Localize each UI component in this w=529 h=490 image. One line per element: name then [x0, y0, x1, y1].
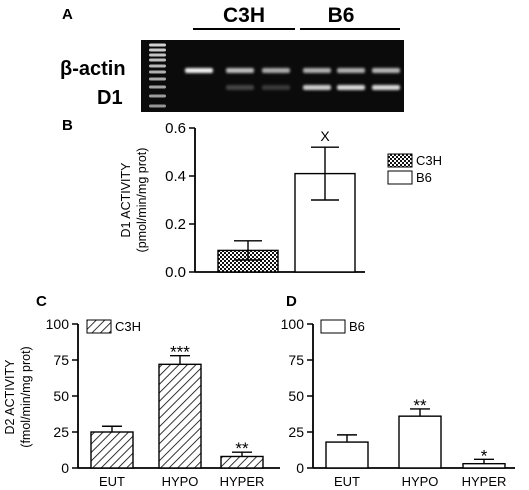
- ladder-band: [149, 48, 166, 52]
- significance-label: *: [481, 446, 488, 465]
- ylabel-c-line2: (fmol/min/mg prot): [19, 346, 33, 447]
- beta-actin-band: [262, 68, 290, 73]
- legend-b-label-b6: B6: [416, 170, 432, 185]
- beta-actin-band: [226, 68, 254, 73]
- d1-band: [262, 85, 290, 90]
- y-tick-label: 50: [288, 388, 304, 404]
- ladder-band: [149, 64, 166, 68]
- y-tick-label: 0.6: [165, 120, 186, 137]
- d1-band: [226, 85, 254, 90]
- ylabel-b-line2: (pmol/min/mg prot): [135, 148, 149, 253]
- bar: [398, 415, 442, 469]
- panel-letter-a: A: [62, 6, 73, 23]
- ladder-band: [149, 58, 166, 62]
- beta-actin-band: [303, 68, 331, 73]
- y-tick-label: 25: [288, 424, 304, 440]
- x-tick-label: HYPO: [402, 474, 439, 489]
- ladder-band: [149, 53, 166, 57]
- y-tick-label: 0: [296, 460, 304, 476]
- y-tick-label: 0.2: [165, 216, 186, 233]
- panel-letter-c: C: [36, 293, 47, 310]
- significance-label: **: [413, 396, 427, 415]
- y-tick-label: 75: [53, 352, 69, 368]
- d1-band: [337, 85, 365, 90]
- bar: [325, 441, 369, 469]
- x-tick-label: HYPER: [462, 474, 507, 489]
- row-label-d1: D1: [97, 87, 123, 109]
- y-tick-label: 0.0: [165, 264, 186, 281]
- panel-letter-d: D: [286, 293, 297, 310]
- ladder-band: [149, 94, 166, 98]
- group-label-b6: B6: [328, 4, 355, 27]
- gel-panel: A C3H B6 β-actin D1: [60, 4, 404, 112]
- significance-label: **: [235, 439, 249, 458]
- chart-c: C D2 ACTIVITY (fmol/min/mg prot) C3H 0 25…: [3, 293, 280, 489]
- legend-c: C3H: [86, 319, 141, 334]
- row-label-beta-actin: β-actin: [60, 58, 126, 80]
- ladder-band: [149, 85, 166, 89]
- y-tick-label: 0: [61, 460, 69, 476]
- legend-d-swatch: [320, 319, 346, 334]
- gel-image: [141, 40, 404, 112]
- x-tick-label: HYPO: [162, 474, 199, 489]
- legend-c-swatch: [86, 319, 112, 334]
- beta-actin-band: [185, 68, 213, 73]
- y-tick-label: 25: [53, 424, 69, 440]
- panel-letter-b: B: [62, 117, 73, 134]
- y-tick-label: 100: [46, 316, 70, 332]
- x-tick-label: EUT: [334, 474, 360, 489]
- ladder-band: [149, 104, 166, 108]
- ylabel-c-line1: D2 ACTIVITY: [3, 359, 17, 435]
- sample-bands: [185, 68, 400, 90]
- significance-label: X: [320, 128, 330, 144]
- group-label-c3h: C3H: [223, 4, 265, 27]
- significance-label: ***: [170, 343, 190, 362]
- legend-b-swatch-b6: [387, 170, 413, 185]
- x-tick-label: HYPER: [220, 474, 265, 489]
- bar: [90, 431, 134, 469]
- bar: [220, 455, 264, 469]
- ladder-band: [149, 43, 166, 47]
- y-tick-label: 100: [281, 316, 305, 332]
- legend-b-label-c3h: C3H: [416, 153, 442, 168]
- ylabel-b-line1: D1 ACTIVITY: [119, 162, 133, 238]
- legend-b: C3H B6: [387, 153, 442, 185]
- legend-b-swatch-c3h: [387, 153, 413, 168]
- legend-c-label: C3H: [115, 319, 141, 334]
- chart-d: D B6 0 25 50 75 100 EUT ** HYPO * HYPER: [281, 293, 515, 489]
- legend-d-label: B6: [349, 319, 365, 334]
- y-tick-label: 50: [53, 388, 69, 404]
- chart-b: B D1 ACTIVITY (pmol/min/mg prot) C3H B6 …: [62, 117, 442, 281]
- ladder-bands: [149, 43, 166, 108]
- d1-band: [303, 85, 331, 90]
- beta-actin-band: [337, 68, 365, 73]
- legend-d: B6: [320, 319, 365, 334]
- ladder-band: [149, 77, 166, 81]
- bar: [158, 363, 202, 469]
- ladder-band: [149, 70, 166, 74]
- beta-actin-band: [372, 68, 400, 73]
- x-tick-label: EUT: [99, 474, 125, 489]
- y-tick-label: 75: [288, 352, 304, 368]
- y-tick-label: 0.4: [165, 168, 186, 185]
- d1-band: [372, 85, 400, 90]
